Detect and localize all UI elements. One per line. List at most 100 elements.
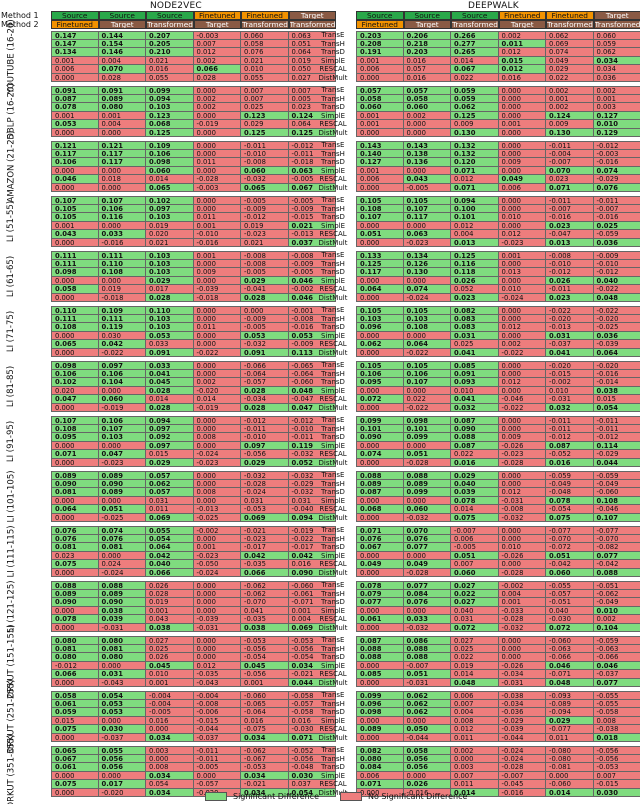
table-cell: -0.026	[498, 551, 546, 560]
model-label: TransD	[321, 763, 345, 771]
table-cell: 0.099	[403, 433, 451, 442]
table-cell: 0.000	[498, 386, 546, 395]
header-cell: Target	[98, 20, 146, 29]
table-row: 0.000 0.000 0.012 0.000 0.023 0.025	[356, 221, 640, 230]
table-cell: 0.000	[51, 331, 99, 340]
group-label-text: ORKUT (351-355)	[6, 734, 17, 804]
table-row: 0.076 0.074 0.055 -0.002 -0.021 -0.019	[51, 526, 336, 535]
model-labels: TransE TransH TransD SimplE RESCAL DistMult	[310, 31, 356, 82]
table-cell: -0.051	[593, 581, 640, 590]
model-label: TransD	[321, 158, 345, 166]
model-label: TransE	[321, 691, 345, 699]
table-cell: 0.107	[51, 416, 99, 425]
table-cell: 0.123	[241, 111, 289, 120]
table-row: 0.020 0.000 0.028 -0.020 0.028 0.048	[51, 386, 336, 395]
table-cell: 0.063	[403, 230, 451, 239]
model-label: DistMult	[318, 293, 348, 302]
table-cell: 0.000	[98, 166, 146, 175]
table-cell: 0.016	[288, 716, 336, 725]
table-cell: -0.034	[498, 699, 546, 708]
table-cell: -0.080	[546, 754, 594, 763]
table-row: 0.000 0.000 0.130 0.000 0.130 0.129	[356, 128, 640, 137]
table-cell: 0.046	[288, 276, 336, 285]
table-row: 0.000 0.000 0.097 0.000 0.097 0.119	[51, 441, 336, 450]
table-cell: 0.113	[288, 348, 336, 357]
table-cell: -0.019	[98, 403, 146, 412]
table-cell: 0.091	[98, 86, 146, 95]
model-label: TransH	[321, 204, 345, 213]
table-cell: 0.000	[241, 306, 289, 315]
table-cell: 0.051	[288, 39, 336, 48]
table-cell: 0.087	[451, 416, 499, 425]
table-cell: 0.098	[403, 416, 451, 425]
table-cell: 0.001	[498, 251, 546, 260]
model-label: SimplE	[320, 386, 346, 395]
table-cell: -0.021	[241, 780, 289, 789]
table-cell: 0.041	[451, 348, 499, 357]
table-cell: 0.000	[356, 716, 404, 725]
table-cell: 0.051	[403, 450, 451, 459]
table-cell: 0.048	[546, 678, 594, 687]
table-cell: 0.000	[193, 644, 241, 653]
table-cell: 0.008	[193, 488, 241, 497]
table-cell: 0.154	[98, 39, 146, 48]
table-cell: 0.103	[146, 259, 194, 268]
table-row: 0.121 0.121 0.109 0.000 -0.011 -0.012	[51, 141, 336, 150]
table-cell: 0.087	[451, 441, 499, 450]
table-row: 0.000 0.000 0.051 -0.026 0.051 0.077	[356, 551, 640, 560]
table-row: 0.117 0.117 0.106 0.000 -0.010 -0.011	[51, 149, 336, 158]
table-cell: 0.099	[146, 86, 194, 95]
table-cell: 0.000	[356, 73, 404, 82]
table-cell: 0.080	[98, 653, 146, 662]
table-cell: 0.034	[241, 788, 289, 797]
table-cell: 0.072	[451, 623, 499, 632]
model-label: RESCAL	[319, 560, 347, 568]
table-cell: 0.108	[51, 424, 99, 433]
table-cell: -0.020	[193, 386, 241, 395]
table-cell: -0.064	[241, 708, 289, 717]
group-label-text: LI (111-115)	[6, 525, 17, 578]
table-cell: 0.019	[146, 221, 194, 230]
table-cell: 0.023	[546, 221, 594, 230]
table-cell: 0.015	[51, 716, 99, 725]
table-cell: -0.077	[546, 725, 594, 734]
table-cell: -0.062	[593, 589, 640, 598]
table-cell: 0.007	[241, 86, 289, 95]
table-cell: 0.103	[146, 103, 194, 112]
table-cell: 0.123	[146, 111, 194, 120]
table-cell: 0.031	[451, 331, 499, 340]
table-cell: 0.046	[51, 175, 99, 184]
legend-not-significant: No Significant Difference	[340, 792, 467, 801]
model-label: RESCAL	[319, 670, 347, 678]
table-cell: 0.074	[356, 450, 404, 459]
table-row: 0.000 0.000 0.125 0.000 0.125 0.125	[51, 128, 336, 137]
table-row: 0.095 0.103 0.092 0.008 -0.010 -0.011	[51, 433, 336, 442]
table-cell: -0.015	[593, 780, 640, 789]
table-cell: 0.066	[241, 568, 289, 577]
table-cell: 0.103	[356, 314, 404, 323]
table-cell: 0.096	[356, 699, 404, 708]
model-label: RESCAL	[319, 780, 347, 788]
table-row: 0.000 -0.037 0.034 -0.037 0.034 0.071	[51, 733, 336, 742]
table-cell: -0.012	[593, 433, 640, 442]
table-cell: -0.011	[593, 416, 640, 425]
table-row: 0.062 0.064 0.025 0.002 -0.037 -0.039	[356, 340, 640, 349]
model-label: RESCAL	[319, 505, 347, 513]
table-cell: -0.035	[241, 615, 289, 624]
table-cell: 0.000	[193, 166, 241, 175]
table-row: 0.090 0.090 0.019 0.000 -0.070 -0.071	[51, 598, 336, 607]
result-group: LI (81-85) 0.098 0.097 0.033 0.000 -0.066 -0.0…	[0, 361, 640, 413]
table-cell: 0.042	[241, 551, 289, 560]
table-cell: 0.107	[593, 513, 640, 522]
table-cell: 0.218	[403, 39, 451, 48]
table-cell: 0.000	[193, 581, 241, 590]
table-cell: 0.025	[593, 221, 640, 230]
table-cell: 0.034	[146, 788, 194, 797]
table-cell: -0.019	[193, 403, 241, 412]
table-cell: 0.000	[51, 73, 99, 82]
table-cell: 0.043	[51, 230, 99, 239]
table-cell: 0.090	[98, 479, 146, 488]
table-cell: 0.061	[51, 699, 99, 708]
table-cell: 0.093	[451, 378, 499, 387]
table-cell: -0.022	[498, 348, 546, 357]
